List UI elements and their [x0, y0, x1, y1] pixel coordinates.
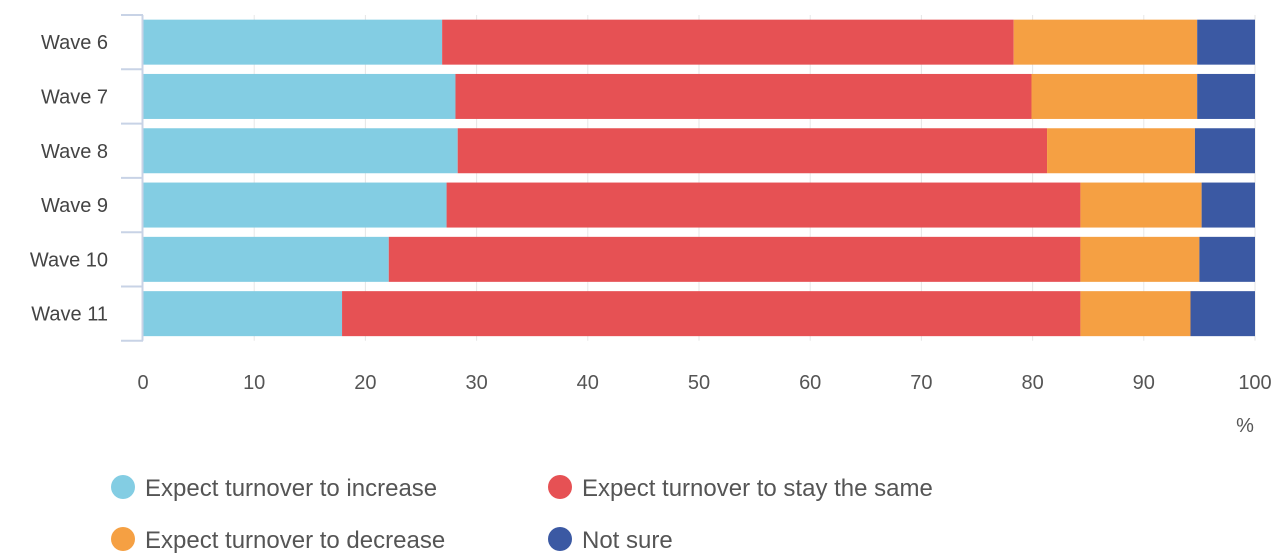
- bar-segment[interactable]: [143, 236, 389, 282]
- bar-segment[interactable]: [1197, 73, 1255, 119]
- legend-item[interactable]: Not sure: [548, 527, 673, 553]
- x-tick-label: 20: [354, 372, 376, 394]
- bars: [143, 19, 1255, 337]
- bar-segment[interactable]: [1031, 73, 1198, 119]
- legend-marker: [548, 475, 572, 499]
- x-tick-label: 70: [910, 372, 932, 394]
- bar-segment[interactable]: [1190, 291, 1255, 337]
- category-label: Wave 9: [41, 195, 108, 217]
- legend-item[interactable]: Expect turnover to stay the same: [548, 475, 933, 502]
- legend-item[interactable]: Expect turnover to decrease: [111, 527, 445, 553]
- category-label: Wave 11: [31, 304, 108, 326]
- x-tick-labels: 0 10 20 30 40 50 60 70 80 90 100: [137, 372, 1271, 394]
- gridlines: [253, 15, 1256, 341]
- bar-segment[interactable]: [143, 128, 458, 174]
- legend-label: Not sure: [582, 527, 673, 553]
- x-tick-label: 0: [137, 372, 148, 394]
- x-tick-label: 50: [688, 372, 710, 394]
- bar-segment[interactable]: [1201, 182, 1255, 228]
- bar-segment[interactable]: [455, 73, 1032, 119]
- x-tick-label: 60: [799, 372, 821, 394]
- category-label: Wave 10: [30, 249, 108, 271]
- bar-segment[interactable]: [1080, 182, 1202, 228]
- x-axis-unit-label: %: [1236, 415, 1254, 437]
- legend-label: Expect turnover to increase: [145, 475, 437, 502]
- x-tick-label: 90: [1133, 372, 1155, 394]
- bar-segment[interactable]: [143, 182, 447, 228]
- bar-segment[interactable]: [143, 73, 456, 119]
- legend-marker: [111, 475, 135, 499]
- legend-label: Expect turnover to decrease: [145, 527, 445, 553]
- x-tick-label: 40: [577, 372, 599, 394]
- bar-segment[interactable]: [1080, 236, 1200, 282]
- category-labels: Wave 6 Wave 7 Wave 8 Wave 9 Wave 10 Wave 11: [30, 32, 108, 326]
- x-tick-label: 30: [465, 372, 487, 394]
- category-label: Wave 7: [41, 86, 108, 108]
- category-label: Wave 6: [41, 32, 108, 54]
- bar-segment[interactable]: [143, 19, 443, 65]
- legend-marker: [548, 527, 572, 551]
- bar-segment[interactable]: [1013, 19, 1198, 65]
- bar-segment[interactable]: [388, 236, 1081, 282]
- legend-item[interactable]: Expect turnover to increase: [111, 475, 437, 502]
- bar-segment[interactable]: [143, 291, 343, 337]
- bar-segment[interactable]: [1197, 19, 1255, 65]
- legend-marker: [111, 527, 135, 551]
- legend: Expect turnover to increase Expect turnov…: [111, 475, 933, 553]
- bar-segment[interactable]: [1194, 128, 1255, 174]
- x-tick-label: 10: [243, 372, 265, 394]
- bar-segment[interactable]: [446, 182, 1081, 228]
- y-axis: [121, 14, 144, 342]
- bar-segment[interactable]: [442, 19, 1014, 65]
- category-label: Wave 8: [41, 141, 108, 163]
- x-tick-label: 80: [1021, 372, 1043, 394]
- x-tick-label: 100: [1238, 372, 1271, 394]
- bar-segment[interactable]: [1199, 236, 1255, 282]
- bar-segment[interactable]: [1080, 291, 1191, 337]
- bar-segment[interactable]: [342, 291, 1081, 337]
- legend-label: Expect turnover to stay the same: [582, 475, 933, 502]
- bar-segment[interactable]: [1047, 128, 1195, 174]
- bar-segment[interactable]: [457, 128, 1048, 174]
